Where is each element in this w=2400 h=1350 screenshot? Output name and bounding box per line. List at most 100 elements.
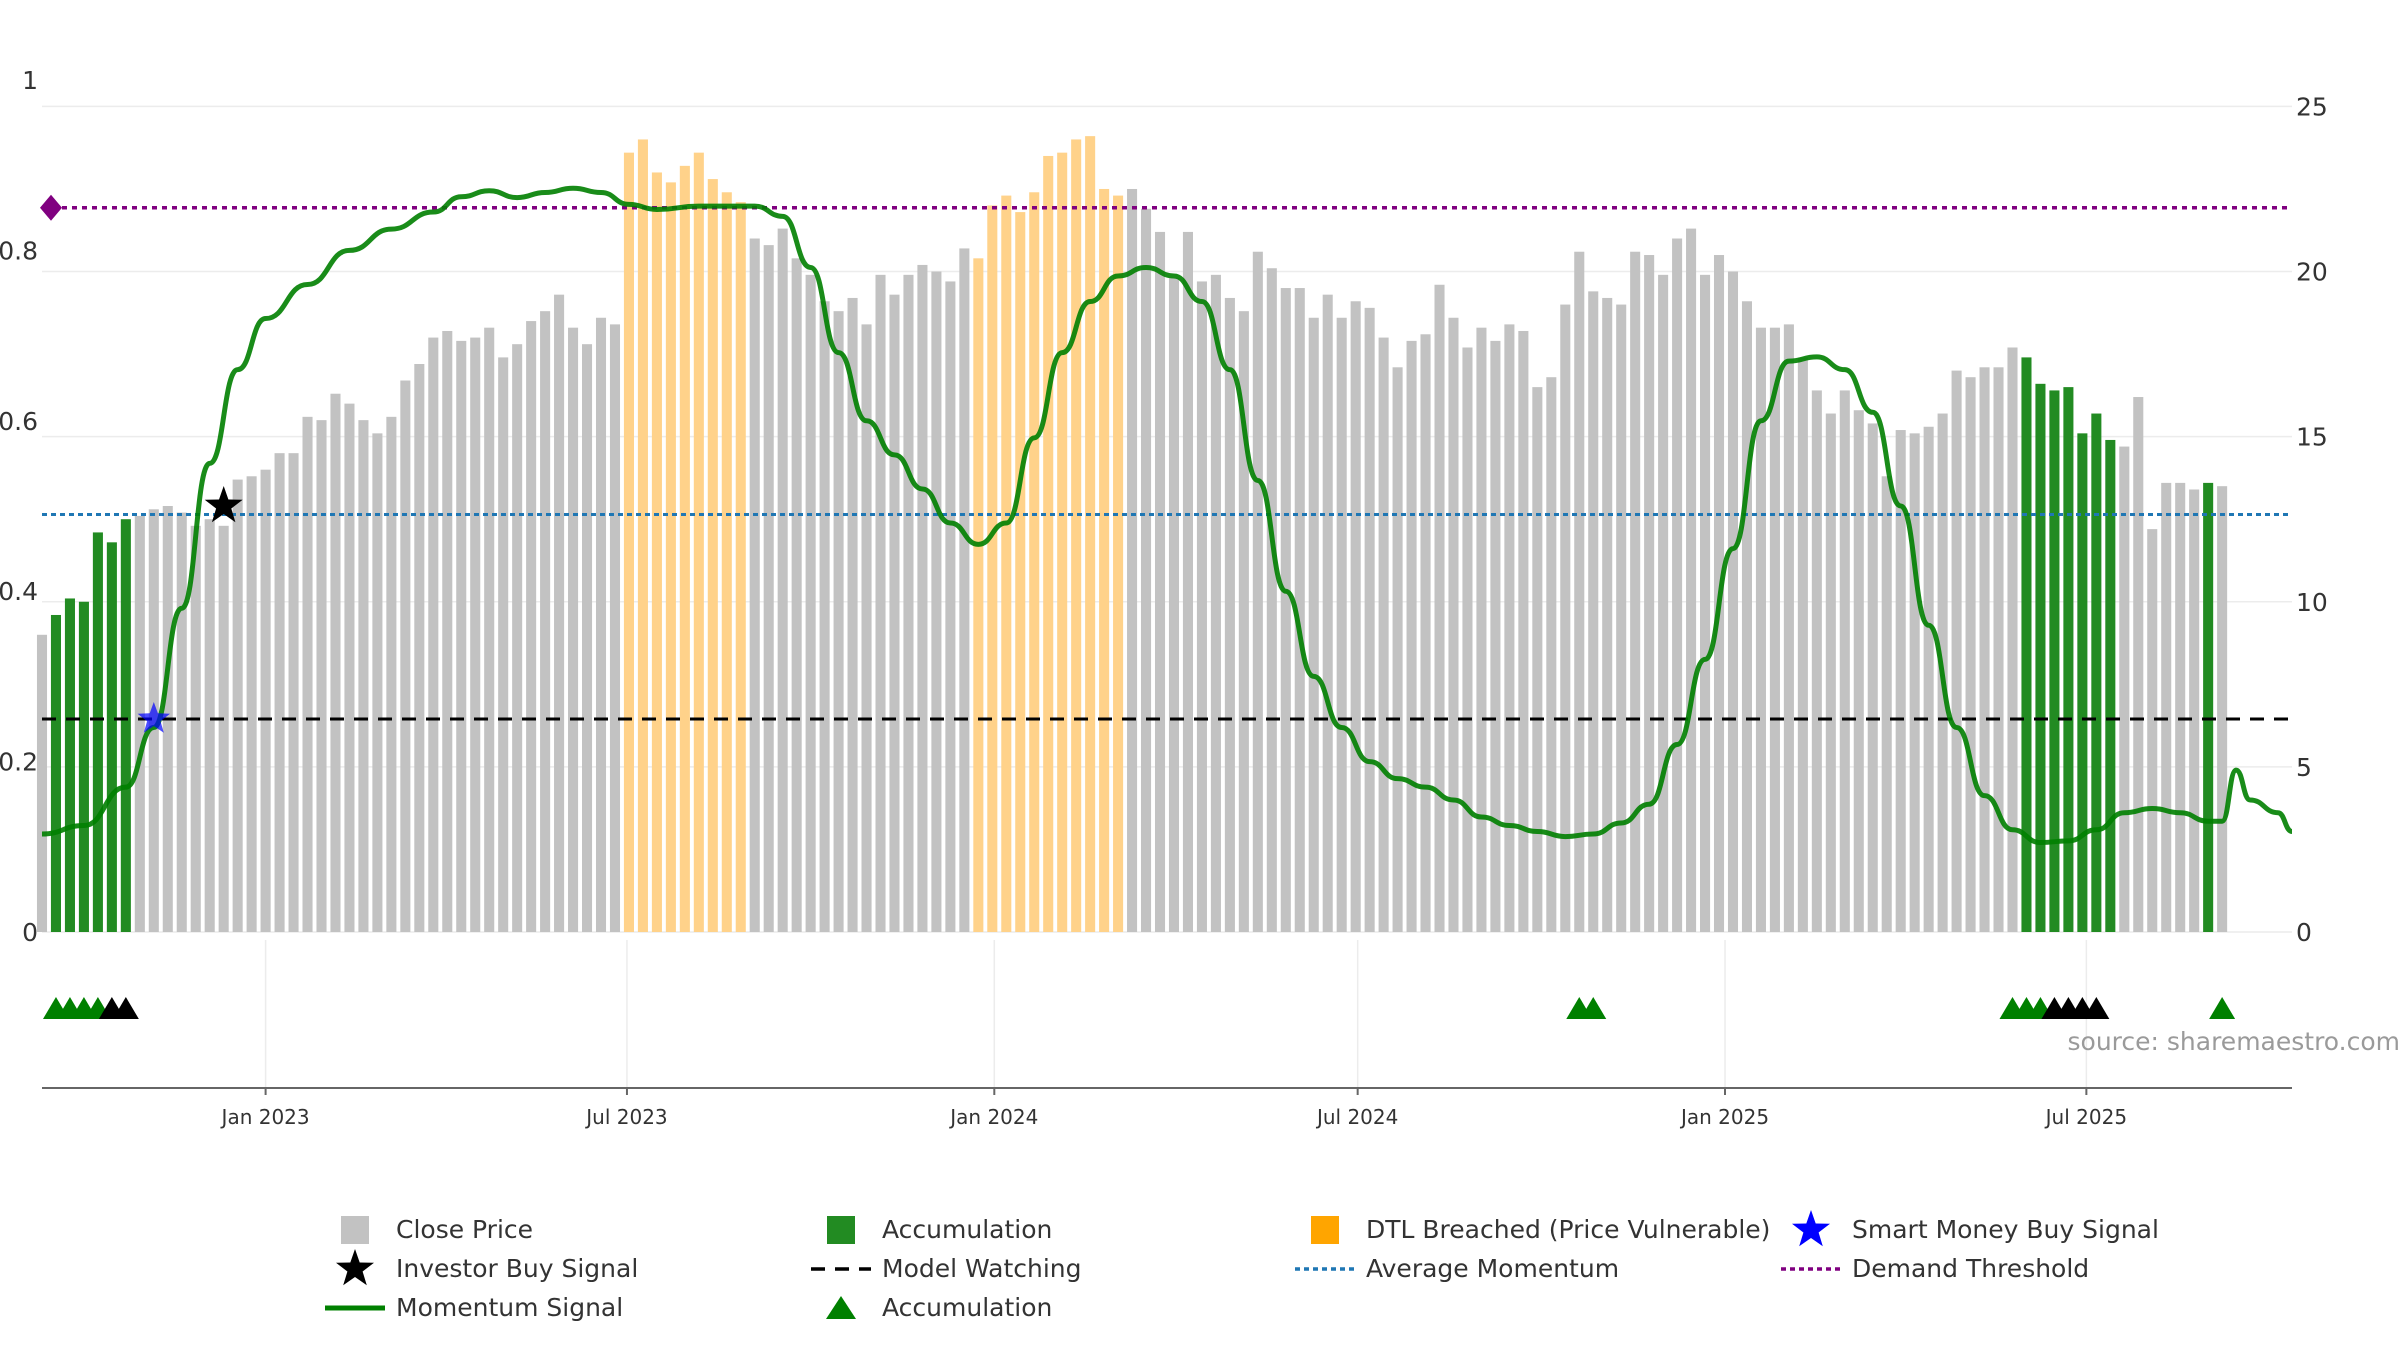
close-price-bar (1923, 426, 1934, 932)
accumulation-triangle-marker (2209, 997, 2236, 1019)
dtl-breached-bar (623, 152, 634, 932)
close-price-bar (190, 525, 201, 932)
close-price-bar (1448, 317, 1459, 932)
close-price-bar (274, 453, 285, 932)
close-price-bar (232, 479, 243, 932)
source-credit: source: sharemaestro.com (2068, 1027, 2400, 1056)
close-price-bar (1210, 274, 1221, 932)
right-axis-tick-label: 10 (2296, 588, 2328, 617)
accumulation-triangle-marker (2083, 997, 2110, 1019)
legend-label: Accumulation (882, 1293, 1052, 1322)
close-price-bar (1504, 324, 1515, 933)
accumulation-triangle-marker (1580, 997, 1607, 1019)
close-price-bar (1881, 476, 1892, 932)
close-price-bar (763, 245, 774, 932)
x-axis-tick-label: Jul 2024 (1315, 1105, 1398, 1129)
dtl-breached-bar (651, 172, 662, 933)
weekly-bars (36, 136, 2228, 933)
close-price-bar (400, 380, 411, 933)
close-price-bar (749, 238, 760, 933)
close-price-bar (1141, 208, 1152, 932)
close-price-bar (2147, 529, 2158, 932)
accumulation-bar (2077, 433, 2088, 932)
close-price-bar (554, 294, 565, 933)
close-price-bar (1518, 330, 1529, 932)
close-price-bar (386, 416, 397, 932)
legend-label: Close Price (396, 1215, 533, 1244)
accumulation-bar (2035, 383, 2046, 932)
x-axis-tick-label: Jul 2025 (2044, 1105, 2127, 1129)
x-axis-tick-label: Jan 2023 (220, 1105, 310, 1129)
legend-swatch-accumulation (827, 1216, 855, 1244)
close-price-bar (512, 344, 523, 932)
close-price-bar (931, 271, 942, 932)
close-price-bar (2119, 446, 2130, 932)
legend-label: Accumulation (882, 1215, 1052, 1244)
close-price-bar (442, 330, 453, 932)
legend-label: Investor Buy Signal (396, 1254, 638, 1283)
close-price-bar (1602, 297, 1613, 932)
dtl-breached-bar (1085, 136, 1096, 933)
close-price-bar (568, 327, 579, 932)
right-axis-tick-label: 15 (2296, 423, 2328, 452)
close-price-bar (2161, 482, 2172, 932)
dtl-breached-bar (1113, 195, 1124, 932)
right-axis-tick-label: 5 (2296, 753, 2312, 782)
close-price-bar (358, 420, 369, 932)
close-price-bar (1224, 297, 1235, 932)
close-price-bar (1700, 274, 1711, 932)
x-axis-tick-label: Jan 2025 (1679, 1105, 1769, 1129)
close-price-bar (609, 324, 621, 933)
close-price-bar (1182, 231, 1193, 932)
close-price-bar (1252, 251, 1263, 932)
left-axis-tick-label: 0.4 (0, 577, 38, 606)
close-price-bar (1490, 340, 1501, 932)
close-price-bar (2189, 489, 2200, 932)
close-price-bar (777, 228, 788, 933)
dtl-breached-bar (637, 139, 648, 932)
left-axis-tick-label: 1 (22, 66, 38, 95)
close-price-bar (595, 317, 607, 932)
close-price-bar (1755, 327, 1766, 932)
accumulation-bar (78, 601, 89, 932)
close-price-bar (1797, 357, 1808, 932)
close-price-bar (1616, 304, 1627, 933)
close-price-bar (847, 297, 858, 932)
close-price-bar (1127, 188, 1138, 932)
momentum-signal-series (41, 185, 2293, 846)
dtl-breached-bar (1043, 155, 1054, 932)
accumulation-bar (50, 614, 62, 932)
legend-label: Demand Threshold (1852, 1254, 2089, 1283)
accumulation-bar (2105, 439, 2116, 932)
close-price-bar (903, 274, 914, 932)
close-price-bar (889, 294, 900, 933)
legend-label: Average Momentum (1366, 1254, 1619, 1283)
legend-swatch-smart-money (1792, 1210, 1830, 1247)
close-price-bar (2133, 397, 2144, 932)
close-price-bar (1574, 251, 1585, 932)
dtl-breached-bar (721, 192, 732, 933)
close-price-bar (1294, 288, 1305, 932)
legend-label: Momentum Signal (396, 1293, 623, 1322)
close-price-bar (1630, 251, 1641, 932)
close-price-bar (1560, 304, 1571, 933)
left-axis-tick-label: 0.8 (0, 236, 38, 265)
close-price-bar (1895, 430, 1906, 932)
close-price-bar (246, 476, 257, 932)
dtl-breached-bar (1071, 139, 1082, 932)
accumulation-bar (92, 532, 103, 932)
close-price-bar (134, 515, 145, 932)
dtl-breached-bar (665, 182, 676, 933)
close-price-bar (484, 327, 495, 932)
dtl-breached-bar (1029, 192, 1040, 933)
right-axis-tick-label: 0 (2296, 918, 2312, 947)
close-price-bar (582, 344, 593, 932)
close-price-bar (1434, 284, 1445, 933)
close-price-bar (372, 433, 383, 932)
accumulation-bar (2021, 357, 2032, 932)
close-price-bar (1350, 301, 1361, 932)
legend-swatch-investor-buy (336, 1249, 374, 1286)
close-price-bar (1672, 238, 1683, 933)
